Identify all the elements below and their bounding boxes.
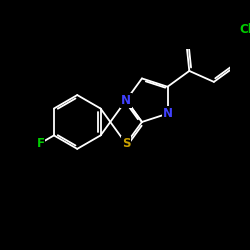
Text: F: F	[36, 137, 44, 150]
Text: S: S	[122, 137, 130, 150]
Text: N: N	[162, 107, 172, 120]
Text: Cl: Cl	[240, 23, 250, 36]
Text: N: N	[121, 94, 131, 107]
